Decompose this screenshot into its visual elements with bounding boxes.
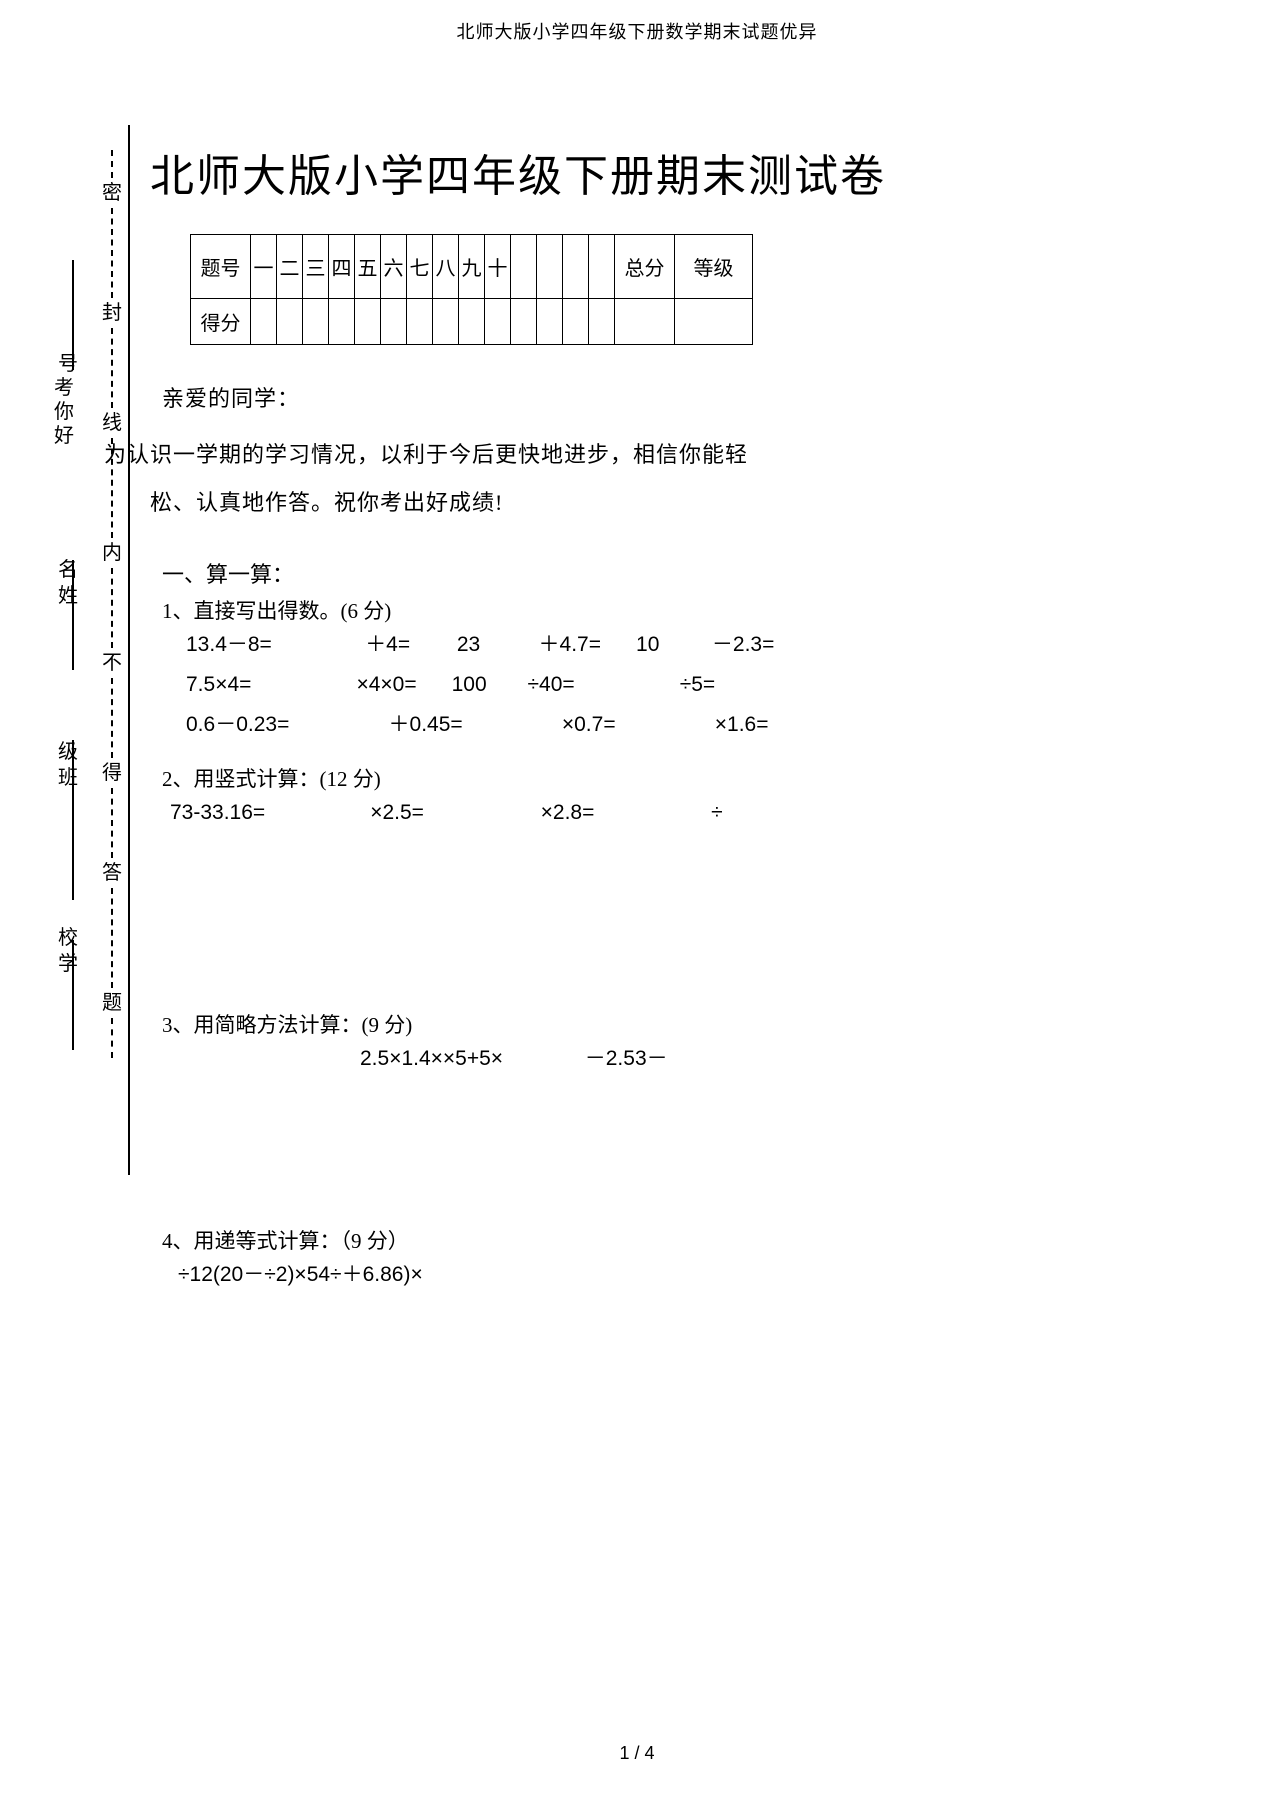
- score-cell: [459, 299, 485, 345]
- score-cell: [433, 299, 459, 345]
- math-row-5: 2.5×1.4××5+5× －2.53－: [360, 1039, 1210, 1079]
- score-cell: [485, 299, 511, 345]
- body-line-1: 为认识一学期的学习情况，以利于今后更快地进步，相信你能轻: [104, 442, 748, 467]
- th-zongfen: 总分: [615, 235, 675, 299]
- body-line-2: 松、认真地作答。祝你考出好成绩!: [150, 479, 503, 527]
- math-row-1: 13.4－8= ＋4= 23 ＋4.7= 10 －2.3=: [186, 625, 1210, 665]
- score-cell: [537, 299, 563, 345]
- margin-xue: 学: [58, 953, 78, 975]
- sub-1-3: 3、用简略方法计算：(9 分): [162, 1009, 1210, 1039]
- score-cell: [589, 299, 615, 345]
- score-cell: [355, 299, 381, 345]
- content-border-line: [128, 125, 130, 1175]
- th-num: 一: [251, 235, 277, 299]
- margin-xing: 姓: [58, 585, 78, 607]
- margin-line: [72, 260, 74, 370]
- th-defen: 得分: [191, 299, 251, 345]
- seal-de: 得: [100, 762, 124, 784]
- margin-line: [72, 560, 74, 670]
- math-row-4: 73-33.16= ×2.5= ×2.8= ÷: [170, 793, 1210, 833]
- greeting: 亲爱的同学：: [162, 375, 1210, 423]
- page-header: 北师大版小学四年级下册数学期末试题优异: [0, 18, 1274, 44]
- th-tihao: 题号: [191, 235, 251, 299]
- th-num: 九: [459, 235, 485, 299]
- seal-line-column: 密 封 线 内 不 得 答 题: [100, 150, 124, 1050]
- sub-1-2: 2、用竖式计算：(12 分): [162, 763, 1210, 793]
- th-num: 三: [303, 235, 329, 299]
- th-blank: [511, 235, 537, 299]
- score-cell: [615, 299, 675, 345]
- th-blank: [563, 235, 589, 299]
- margin-hao: 号: [58, 353, 78, 375]
- th-blank: [537, 235, 563, 299]
- page-footer: 1 / 4: [0, 1743, 1274, 1764]
- th-num: 六: [381, 235, 407, 299]
- math-row-6: ÷12(20－÷2)×54÷＋6.86)×: [178, 1255, 1210, 1295]
- score-cell: [675, 299, 753, 345]
- th-dengji: 等级: [675, 235, 753, 299]
- score-cell: [303, 299, 329, 345]
- margin-xiao: 校: [58, 927, 78, 949]
- th-num: 四: [329, 235, 355, 299]
- score-cell: [329, 299, 355, 345]
- section-1: 一、算一算：: [162, 557, 1210, 589]
- score-table: 题号 一 二 三 四 五 六 七 八 九 十 总分 等级 得分: [190, 234, 753, 345]
- margin-ban: 班: [58, 767, 78, 789]
- score-cell: [381, 299, 407, 345]
- score-cell: [251, 299, 277, 345]
- th-num: 七: [407, 235, 433, 299]
- page-title: 北师大版小学四年级下册期末测试卷: [150, 140, 1210, 204]
- score-cell: [563, 299, 589, 345]
- seal-mi: 密: [100, 182, 124, 204]
- seal-ti: 题: [100, 992, 124, 1014]
- math-row-2: 7.5×4= ×4×0= 100 ÷40= ÷5=: [186, 665, 1210, 705]
- th-num: 八: [433, 235, 459, 299]
- seal-feng: 封: [100, 302, 124, 324]
- seal-bu: 不: [100, 652, 124, 674]
- sub-1-4: 4、用递等式计算：（9 分）: [162, 1225, 1210, 1255]
- margin-ming: 名: [58, 559, 78, 581]
- math-row-3: 0.6－0.23= ＋0.45= ×0.7= ×1.6=: [186, 705, 1210, 745]
- score-cell: [407, 299, 433, 345]
- th-num: 五: [355, 235, 381, 299]
- margin-line: [72, 940, 74, 1050]
- sub-1-1: 1、直接写出得数。(6 分): [162, 595, 1210, 625]
- margin-kaohao: 考你好: [54, 377, 74, 447]
- score-cell: [511, 299, 537, 345]
- th-num: 十: [485, 235, 511, 299]
- seal-da: 答: [100, 862, 124, 884]
- score-cell: [277, 299, 303, 345]
- th-num: 二: [277, 235, 303, 299]
- margin-ji: 级: [58, 741, 78, 763]
- margin-line: [72, 740, 74, 900]
- seal-nei: 内: [100, 542, 124, 564]
- th-blank: [589, 235, 615, 299]
